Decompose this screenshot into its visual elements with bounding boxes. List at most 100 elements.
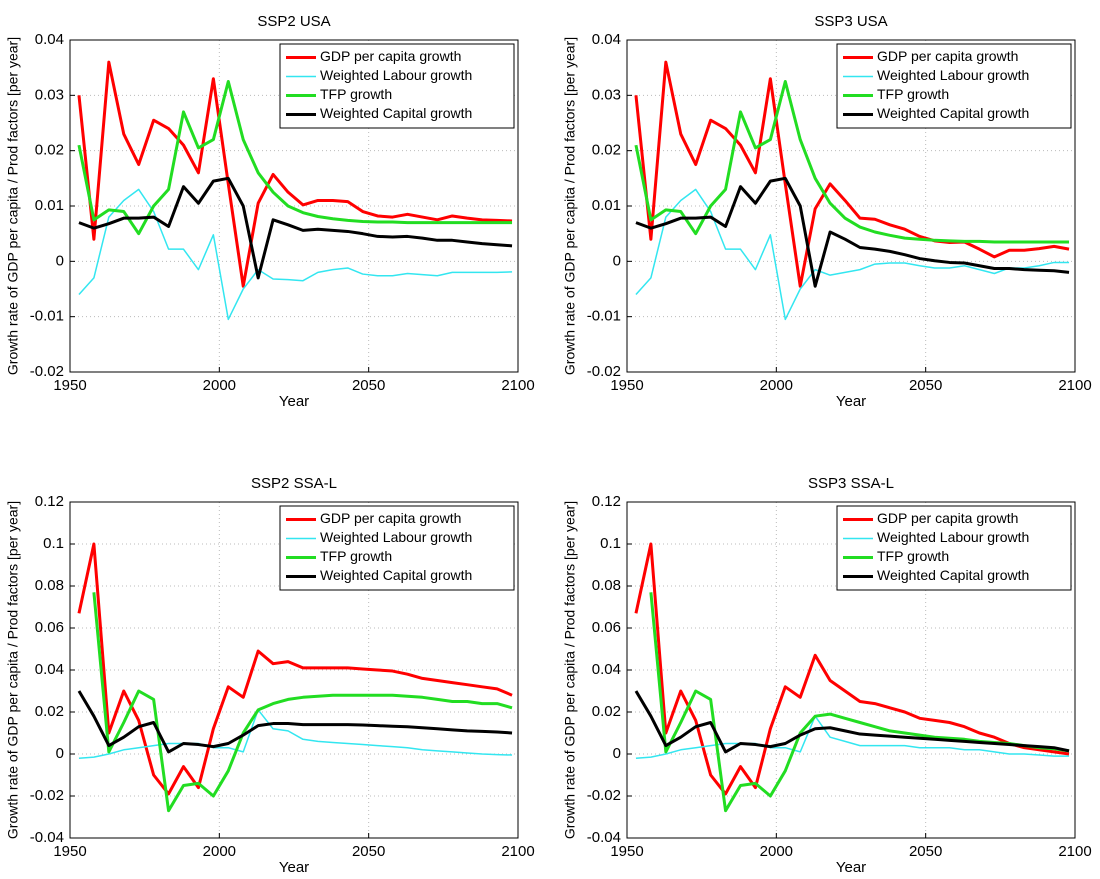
y-tick-label: 0.02 (592, 142, 621, 159)
y-tick-label: 0.04 (592, 31, 621, 48)
legend-label: GDP per capita growth (320, 510, 461, 526)
series-line (92, 592, 513, 813)
y-tick-label: 0.03 (35, 86, 64, 103)
y-tick-label: -0.01 (587, 308, 621, 325)
y-tick-label: 0.04 (592, 661, 621, 678)
series-line (634, 60, 1070, 288)
legend-label: TFP growth (877, 548, 949, 564)
y-tick-label: 0.02 (35, 703, 64, 720)
legend-label: GDP per capita growth (320, 48, 461, 64)
x-tick-label: 2000 (203, 377, 236, 394)
x-tick-label: 2100 (501, 377, 534, 394)
y-axis-label: Growth rate of GDP per capita / Prod fac… (562, 37, 578, 375)
legend-label: Weighted Labour growth (320, 529, 472, 545)
legend-label: Weighted Capital growth (877, 105, 1029, 121)
series-line (634, 542, 1070, 796)
y-tick-label: -0.01 (30, 308, 64, 325)
legend-box (279, 43, 515, 129)
x-axis-label: Year (279, 393, 309, 410)
x-tick-label: 2050 (909, 843, 942, 860)
series-line (77, 542, 513, 796)
plot-frame (69, 501, 519, 839)
x-tick-label: 2100 (501, 843, 534, 860)
plot-frame (626, 39, 1076, 373)
series-line (77, 690, 513, 754)
legend-box (836, 43, 1072, 129)
y-tick-label: -0.02 (587, 787, 621, 804)
legend-label: TFP growth (877, 86, 949, 102)
x-axis-label: Year (836, 393, 866, 410)
y-axis-label: Growth rate of GDP per capita / Prod fac… (5, 501, 21, 839)
plot-frame (626, 501, 1076, 839)
plot-frame (69, 39, 519, 373)
y-tick-label: -0.04 (30, 829, 64, 846)
legend-label: TFP growth (320, 86, 392, 102)
x-tick-label: 2050 (909, 377, 942, 394)
x-tick-label: 2050 (352, 377, 385, 394)
y-axis-label: Growth rate of GDP per capita / Prod fac… (5, 37, 21, 375)
legend-label: Weighted Labour growth (320, 67, 472, 83)
series-line (77, 60, 513, 288)
y-tick-label: 0.01 (35, 197, 64, 214)
y-tick-label: 0.01 (592, 197, 621, 214)
y-axis-label: Growth rate of GDP per capita / Prod fac… (562, 501, 578, 839)
legend-box (836, 505, 1072, 591)
legend-label: Weighted Labour growth (877, 529, 1029, 545)
y-tick-label: 0 (56, 745, 64, 762)
y-tick-label: 0.12 (592, 493, 621, 510)
chart-title: SSP3 SSA-L (808, 475, 894, 492)
subplot: -0.04 -0.02 0 0.02 0.04 0.06 0.08 0.1 0.12 1950 20… (562, 475, 1092, 876)
legend-label: GDP per capita growth (877, 48, 1018, 64)
y-tick-label: 0.08 (35, 577, 64, 594)
series-line (635, 715, 1070, 759)
x-tick-label: 2000 (760, 377, 793, 394)
x-tick-label: 2100 (1058, 377, 1091, 394)
series-line (634, 80, 1070, 244)
x-axis-label: Year (279, 859, 309, 876)
chart-title: SSP2 USA (257, 13, 330, 30)
x-tick-label: 2000 (760, 843, 793, 860)
legend-label: GDP per capita growth (877, 510, 1018, 526)
y-tick-label: -0.02 (587, 363, 621, 380)
x-tick-label: 1950 (610, 843, 643, 860)
series-line (635, 176, 1070, 288)
x-tick-label: 2000 (203, 843, 236, 860)
y-tick-label: 0.06 (35, 619, 64, 636)
subplot: -0.02 -0.01 0 0.01 0.02 0.03 0.04 1950 2000 2050 2… (5, 13, 535, 410)
series-line (78, 709, 513, 759)
y-tick-label: 0.02 (35, 142, 64, 159)
y-tick-label: 0.02 (592, 703, 621, 720)
legend-label: Weighted Labour growth (877, 67, 1029, 83)
y-tick-label: 0.1 (600, 535, 621, 552)
y-tick-label: 0.04 (35, 661, 64, 678)
legend-box (279, 505, 515, 591)
y-tick-label: -0.02 (30, 787, 64, 804)
y-tick-label: 0 (56, 252, 64, 269)
x-tick-label: 1950 (53, 377, 86, 394)
x-tick-label: 1950 (53, 843, 86, 860)
legend-label: Weighted Capital growth (320, 567, 472, 583)
legend-label: TFP growth (320, 548, 392, 564)
y-tick-label: 0.06 (592, 619, 621, 636)
y-tick-label: 0 (613, 252, 621, 269)
series-line (634, 690, 1070, 754)
y-tick-label: 0.08 (592, 577, 621, 594)
legend-label: Weighted Capital growth (320, 105, 472, 121)
x-tick-label: 2100 (1058, 843, 1091, 860)
legend-label: Weighted Capital growth (877, 567, 1029, 583)
series-line (78, 176, 513, 280)
chart-title: SSP3 USA (814, 13, 887, 30)
series-line (77, 80, 513, 236)
y-tick-label: 0.03 (592, 86, 621, 103)
x-axis-label: Year (836, 859, 866, 876)
x-tick-label: 1950 (610, 377, 643, 394)
subplot: -0.02 -0.01 0 0.01 0.02 0.03 0.04 1950 2000 2050 2… (562, 13, 1092, 410)
subplot: -0.04 -0.02 0 0.02 0.04 0.06 0.08 0.1 0.12 1950 20… (5, 475, 535, 876)
y-tick-label: 0.12 (35, 493, 64, 510)
y-tick-label: -0.02 (30, 363, 64, 380)
y-tick-label: 0 (613, 745, 621, 762)
x-tick-label: 2050 (352, 843, 385, 860)
y-tick-label: -0.04 (587, 829, 621, 846)
chart-title: SSP2 SSA-L (251, 475, 337, 492)
